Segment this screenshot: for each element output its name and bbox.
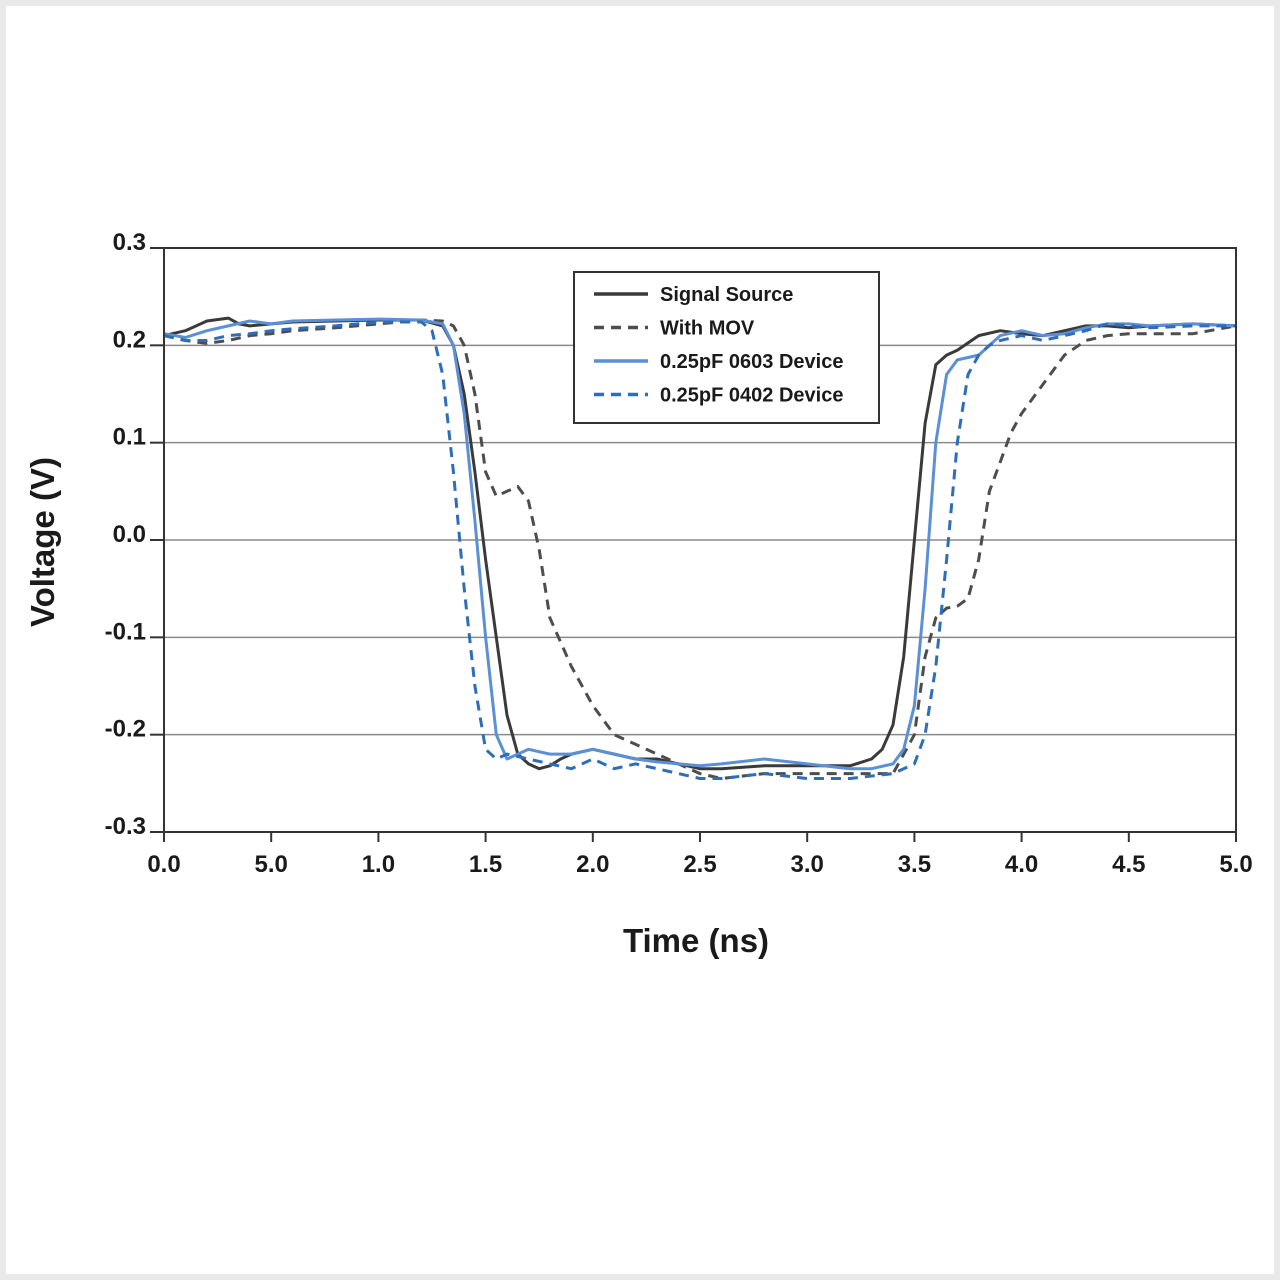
y-tick-label-2: 0.1	[113, 424, 146, 451]
series-line-3	[163, 320, 1236, 780]
y-tick-label-3: 0.0	[113, 521, 146, 548]
y-tick-label-0: 0.3	[113, 229, 146, 256]
grid-lines	[164, 344, 1236, 736]
y-tick-label-6: -0.3	[105, 813, 146, 840]
legend-label-2: 0.25pF 0603 Device	[660, 351, 843, 373]
x-tick-label-1: 5.0	[255, 851, 288, 878]
figure-frame: 0.3 0.2 0.1 0.0 -0.1 -0.2 -0.3 0.0 5.0 1.0 1.5 2.0…	[6, 6, 1274, 1274]
x-tick-label-4: 2.0	[576, 851, 609, 878]
x-tick-label-5: 2.5	[683, 851, 716, 878]
y-tick-label-5: -0.2	[105, 716, 146, 743]
legend-label-0: Signal Source	[660, 284, 793, 306]
series-lines	[163, 316, 1237, 780]
x-axis-ticks: 0.0 5.0 1.0 1.5 2.0 2.5 3.0 3.5 4.0 4.5 5.0	[147, 832, 1253, 878]
y-axis-title: Voltage (V)	[24, 457, 61, 627]
x-tick-label-0: 0.0	[147, 851, 180, 878]
x-tick-label-3: 1.5	[469, 851, 502, 878]
series-line-2	[163, 317, 1237, 771]
legend-box	[573, 271, 880, 424]
x-tick-label-2: 1.0	[362, 851, 395, 878]
legend-label-1: With MOV	[660, 318, 755, 340]
x-tick-label-7: 3.5	[898, 851, 931, 878]
y-axis-ticks: 0.3 0.2 0.1 0.0 -0.1 -0.2 -0.3	[105, 229, 164, 840]
line-chart: 0.3 0.2 0.1 0.0 -0.1 -0.2 -0.3 0.0 5.0 1.0 1.5 2.0…	[24, 229, 1253, 959]
y-tick-label-4: -0.1	[105, 618, 146, 645]
x-tick-label-10: 5.0	[1219, 851, 1252, 878]
x-tick-label-8: 4.0	[1005, 851, 1038, 878]
legend: Signal Source With MOV 0.25pF 0603 Device 0…	[573, 271, 880, 424]
x-tick-label-6: 3.0	[791, 851, 824, 878]
legend-label-3: 0.25pF 0402 Device	[660, 385, 843, 407]
x-tick-label-9: 4.5	[1112, 851, 1145, 878]
y-tick-label-1: 0.2	[113, 326, 146, 353]
x-axis-title: Time (ns)	[623, 922, 769, 959]
